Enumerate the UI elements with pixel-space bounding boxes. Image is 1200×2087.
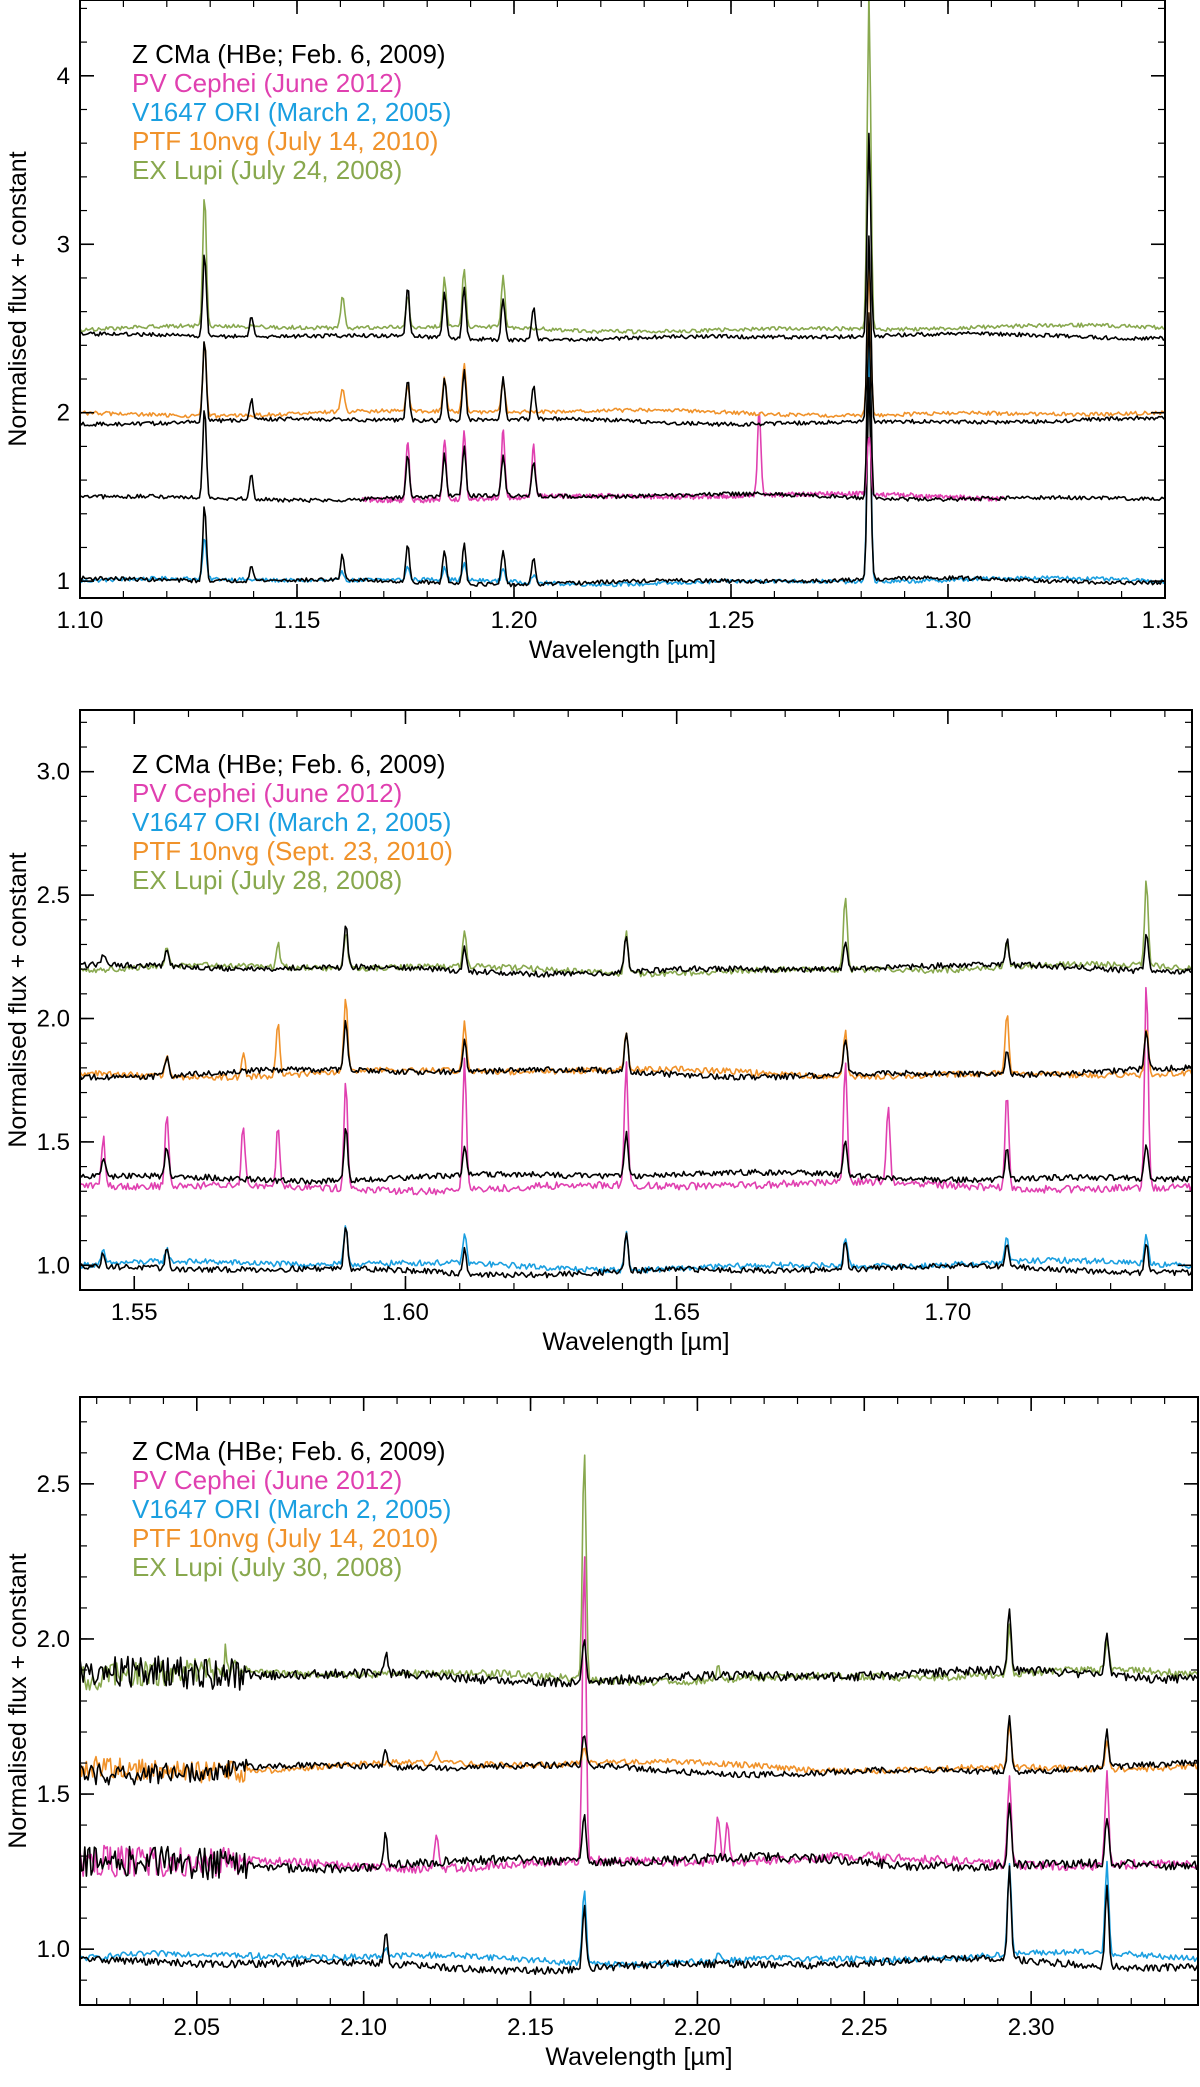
legend-entry-exlupi: EX Lupi (July 28, 2008) [132,865,402,895]
spectrum-line-v1647 [80,1225,1192,1274]
y-tick-label: 2 [57,400,70,427]
x-axis-label: Wavelength [µm] [542,1328,729,1356]
y-tick-label: 1.5 [37,1781,70,1808]
y-tick-label: 1 [57,568,70,595]
x-tick-label: 1.25 [708,607,755,634]
legend-entry-pvcep: PV Cephei (June 2012) [132,68,402,98]
spectrum-line-v1647 [80,1860,1198,1969]
x-tick-label: 2.20 [674,2014,721,2041]
x-tick-label: 2.05 [173,2014,220,2041]
spectra-group [80,1454,1198,1976]
spectrum-line-pvcep [80,1556,1198,1878]
spectrum-line-zcma [80,1608,1198,1691]
spectrum-line-ptf [80,1723,1198,1784]
y-tick-label: 1.5 [37,1129,70,1156]
x-tick-label: 1.55 [111,1299,158,1326]
spectrum-line-zcma [80,1865,1198,1976]
spectra-group [80,880,1192,1279]
x-tick-label: 1.10 [57,607,104,634]
y-tick-label: 2.5 [37,1471,70,1498]
legend-entry-exlupi: EX Lupi (July 24, 2008) [132,155,402,185]
x-tick-label: 2.25 [841,2014,888,2041]
x-tick-label: 2.30 [1008,2014,1055,2041]
x-tick-label: 2.10 [340,2014,387,2041]
y-tick-label: 3 [57,231,70,258]
y-axis-label: Normalised flux + constant [4,852,32,1147]
x-tick-label: 1.30 [925,607,972,634]
legend-entry-ptf: PTF 10nvg (July 14, 2010) [132,1523,438,1553]
spectrum-line-ptf [80,998,1192,1081]
spectrum-line-pvcep [80,986,1192,1196]
y-tick-label: 2.0 [37,1006,70,1033]
y-tick-label: 2.5 [37,882,70,909]
chart-panel-1: 1.10 1.15 1.20 1.25 1.30 1.35 1 2 3 4 Wavelength [… [4,0,1188,664]
spectra-group [80,0,1165,588]
spectrum-line-ptf [80,262,1165,419]
legend-entry-zcma: Z CMa (HBe; Feb. 6, 2009) [132,749,446,779]
spectrum-line-zcma [80,312,1165,504]
x-tick-label: 2.15 [507,2014,554,2041]
plot-frame [79,0,1166,599]
y-axis-label: Normalised flux + constant [4,1553,32,1848]
y-tick-label: 1.0 [37,1252,70,1279]
legend-entry-ptf: PTF 10nvg (July 14, 2010) [132,126,438,156]
spectrum-line-zcma [80,925,1192,978]
spectrum-line-zcma [80,376,1165,588]
legend-entry-zcma: Z CMa (HBe; Feb. 6, 2009) [132,1436,446,1466]
spectrum-line-zcma [80,1128,1192,1185]
spectrum-line-pvcep [361,412,1005,504]
y-tick-label: 3.0 [37,759,70,786]
legend-entry-v1647: V1647 ORI (March 2, 2005) [132,1494,451,1524]
chart-panel-3: 2.05 2.10 2.15 2.20 2.25 2.30 1.0 1.5 2.0 2.5 Wave… [4,1396,1199,2071]
x-tick-label: 1.70 [925,1299,972,1326]
chart-panel-2: 1.55 1.60 1.65 1.70 1.0 1.5 2.0 2.5 3.0 Wavelengt… [4,709,1193,1356]
x-tick-label: 1.35 [1142,607,1189,634]
legend: Z CMa (HBe; Feb. 6, 2009)PV Cephei (June… [132,749,453,895]
spectrum-line-v1647 [80,337,1165,588]
y-tick-label: 2.0 [37,1626,70,1653]
x-tick-label: 1.65 [653,1299,700,1326]
spectrum-line-zcma [80,235,1165,427]
legend-entry-v1647: V1647 ORI (March 2, 2005) [132,807,451,837]
x-tick-label: 1.60 [382,1299,429,1326]
legend: Z CMa (HBe; Feb. 6, 2009)PV Cephei (June… [132,1436,451,1582]
spectrum-line-zcma [80,1019,1192,1081]
legend-entry-v1647: V1647 ORI (March 2, 2005) [132,97,451,127]
x-axis-label: Wavelength [µm] [545,2043,732,2071]
spectrum-line-zcma [80,132,1165,343]
spectrum-line-exlupi [80,0,1165,335]
spectrum-line-zcma [80,1715,1198,1786]
legend-entry-ptf: PTF 10nvg (Sept. 23, 2010) [132,836,453,866]
y-tick-label: 1.0 [37,1936,70,1963]
legend-entry-zcma: Z CMa (HBe; Feb. 6, 2009) [132,39,446,69]
spectrum-line-zcma [80,1227,1192,1279]
legend-entry-pvcep: PV Cephei (June 2012) [132,1465,402,1495]
y-tick-label: 4 [57,63,70,90]
legend: Z CMa (HBe; Feb. 6, 2009)PV Cephei (June… [132,39,451,185]
plot-frame [79,709,1193,1291]
x-tick-label: 1.20 [491,607,538,634]
legend-entry-pvcep: PV Cephei (June 2012) [132,778,402,808]
y-axis-label: Normalised flux + constant [4,151,32,446]
x-axis-label: Wavelength [µm] [529,636,716,664]
x-tick-label: 1.15 [274,607,321,634]
spectrum-line-zcma [80,1802,1198,1881]
legend-entry-exlupi: EX Lupi (July 30, 2008) [132,1552,402,1582]
